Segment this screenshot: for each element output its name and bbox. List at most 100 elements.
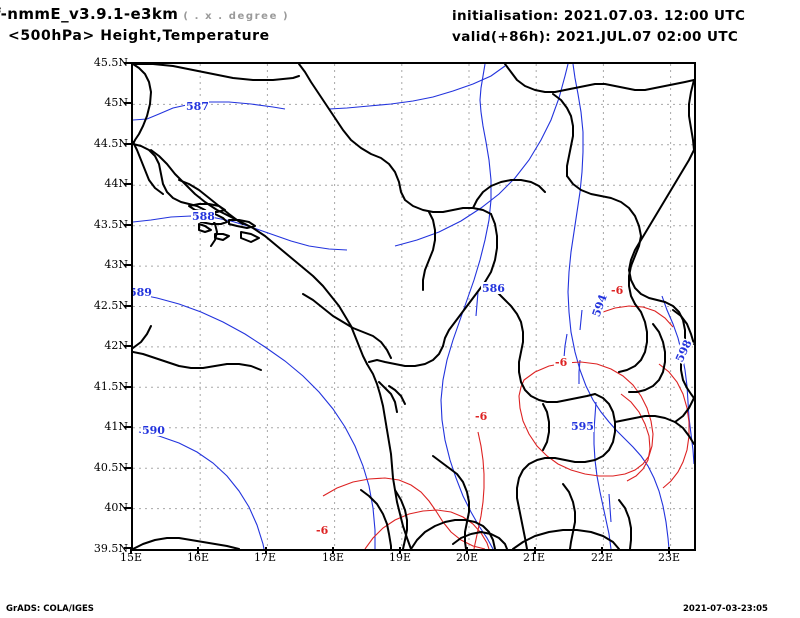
- coast-adria-se: [360, 489, 392, 549]
- y-tick-label: 39.5N: [93, 542, 128, 555]
- border-bosnia-serb-line: [472, 179, 546, 209]
- border-central-curve: [562, 483, 576, 549]
- height-contour-595: [593, 401, 597, 444]
- temp-label-1: -6: [611, 284, 624, 297]
- border-kosovo-west: [492, 287, 596, 403]
- x-tickmark: [332, 547, 334, 554]
- coast-far-north: [133, 64, 300, 81]
- x-tickmark: [668, 547, 670, 554]
- y-tick-label: 41N: [104, 420, 128, 433]
- map-plot-area: 587 588 589 590 586 594 595 598 -6: [131, 62, 696, 551]
- y-tickmark: [124, 386, 131, 388]
- border-bosnia-south: [368, 345, 444, 367]
- x-tick-label: 18E: [321, 551, 345, 564]
- model-title-line: f-nmmE_v3.9.1-e3km ( . x . degree ): [0, 4, 289, 23]
- height-contour-stub-c: [579, 309, 583, 331]
- height-contour-stub-d: [578, 359, 581, 384]
- border-serbia-east: [688, 79, 694, 151]
- border-croatia-south: [302, 293, 392, 359]
- border-bosnia-detail: [422, 211, 436, 291]
- temp-contour-n6-eastedge: [658, 363, 690, 489]
- map-contour-canvas: 587 588 589 590 586 594 595 598 -6: [133, 64, 694, 549]
- coast-albania-inner: [388, 385, 406, 405]
- level-and-fields-label: <500hPa> Height,Temperature: [8, 28, 270, 44]
- height-label-586: 586: [482, 282, 505, 295]
- height-label-595: 595: [571, 420, 594, 433]
- x-tickmark: [197, 547, 199, 554]
- chart-footer: GrADS: COLA/IGES 2021-07-03-23:05: [0, 600, 800, 618]
- y-tick-label: 42.5N: [93, 299, 128, 312]
- height-contour-stub-b: [563, 333, 568, 359]
- y-tick-label: 43.5N: [93, 218, 128, 231]
- temp-contour-n6-southwest: [322, 477, 486, 549]
- y-tickmark: [124, 62, 131, 64]
- y-tick-label: 44N: [104, 177, 128, 190]
- border-macedonia-south: [516, 393, 616, 549]
- coast-adriatic-edge: [133, 141, 164, 195]
- y-tickmark: [124, 305, 131, 307]
- x-tick-label: 17E: [253, 551, 277, 564]
- initialisation-label: initialisation: 2021.07.03. 12:00 UTC: [452, 8, 746, 24]
- y-tick-label: 41.5N: [93, 380, 128, 393]
- border-kosovo-north: [566, 175, 642, 305]
- y-tickmark: [124, 102, 131, 104]
- height-contour-586-lower: [440, 111, 494, 549]
- temperature-contour-label-group: -6 -6 -6 -6: [315, 284, 628, 537]
- height-contour-label-group: 587 588 589 590 586 594 595 598: [133, 100, 694, 437]
- y-tickmark: [124, 547, 131, 549]
- valid-time-label: valid(+86h): 2021.JUL.07 02:00 UTC: [452, 29, 739, 45]
- border-bosnia-east: [442, 213, 498, 347]
- y-tick-label: 42N: [104, 339, 128, 352]
- coast-italy-far: [133, 325, 152, 349]
- coast-montenegro-albania: [366, 363, 412, 549]
- y-tick-label: 45.5N: [93, 56, 128, 69]
- border-macedonia-e: [618, 303, 648, 373]
- island-korcula: [228, 219, 256, 229]
- island-vis: [214, 233, 230, 241]
- border-serbia-north: [504, 64, 694, 93]
- x-tickmark: [466, 547, 468, 554]
- temp-contour-n6-central: [477, 431, 485, 488]
- coast-greece-inlet: [452, 531, 508, 549]
- border-se-detail: [618, 499, 632, 549]
- height-label-587: 587: [186, 100, 209, 113]
- border-croatia-bosnia: [298, 64, 492, 215]
- x-tickmark: [130, 547, 132, 554]
- coast-greece-west: [432, 455, 470, 549]
- height-contour-590: [138, 431, 265, 549]
- x-tick-label: 23E: [657, 551, 681, 564]
- height-contour-588: [133, 215, 348, 251]
- y-tickmark: [124, 426, 131, 428]
- y-tickmark: [124, 345, 131, 347]
- x-tick-label: 16E: [186, 551, 210, 564]
- height-label-598: 598: [673, 337, 694, 364]
- temp-label-3: -6: [475, 410, 488, 423]
- temp-label-4: -6: [316, 524, 329, 537]
- border-bulgaria-se: [672, 309, 694, 345]
- model-name-label: f-nmmE_v3.9.1-e3km: [0, 5, 179, 23]
- height-label-590: 590: [142, 424, 165, 437]
- x-tickmark: [534, 547, 536, 554]
- temp-contour-n6-east2: [620, 393, 651, 482]
- border-greece-north: [614, 415, 694, 445]
- y-tickmark: [124, 143, 131, 145]
- x-tick-label: 19E: [388, 551, 412, 564]
- y-tick-label: 43N: [104, 258, 128, 271]
- island-small-a: [198, 223, 212, 233]
- x-tick-label: 15E: [119, 551, 143, 564]
- y-tickmark: [124, 224, 131, 226]
- border-right-lower: [674, 397, 694, 423]
- x-tickmark: [399, 547, 401, 554]
- x-tickmark: [601, 547, 603, 554]
- coastline-and-borders: [133, 64, 694, 549]
- coast-croatia-inland: [133, 351, 262, 371]
- y-tick-label: 44.5N: [93, 137, 128, 150]
- level-fields-line: <500hPa> Height,Temperature: [8, 25, 270, 44]
- x-tick-label: 20E: [455, 551, 479, 564]
- y-tickmark: [124, 507, 131, 509]
- x-tick-label: 22E: [590, 551, 614, 564]
- border-bulgaria-southwest: [628, 323, 666, 393]
- height-contour-stub-a: [475, 291, 479, 317]
- height-contour-595-lower: [593, 443, 612, 549]
- border-south-serbia-detail: [542, 403, 550, 451]
